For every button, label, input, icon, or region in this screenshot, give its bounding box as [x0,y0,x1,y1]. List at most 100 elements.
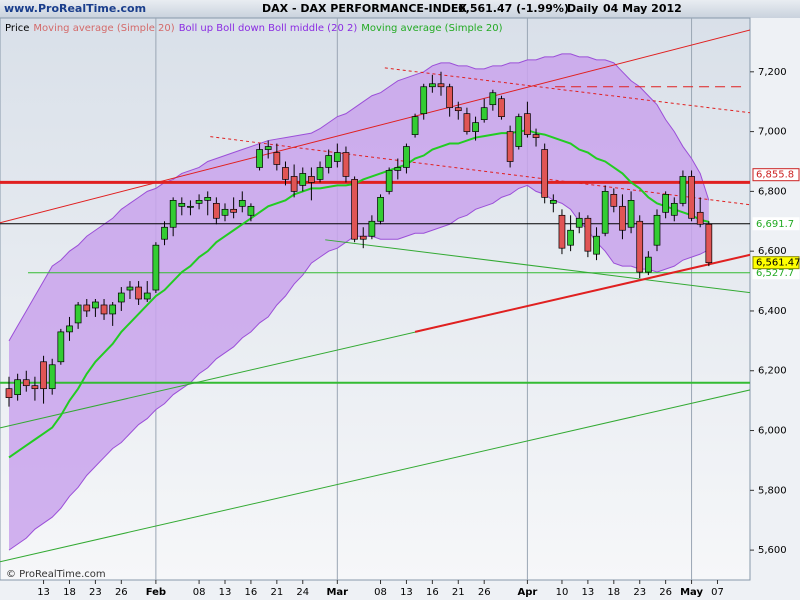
value-tag-label: 6,561.47 [756,258,800,269]
x-tick-label: 26 [478,587,491,598]
candle-body [705,223,713,264]
candle-body [126,286,134,291]
last-price: 6,561.47 (-1.99%) [458,2,569,15]
candle-body [152,244,160,291]
value-tag [752,256,800,270]
x-tick-label: Feb [146,587,166,598]
candle-body [420,86,428,115]
header-bar [0,0,800,18]
chart-title: DAX - DAX PERFORMANCE-INDEX [262,2,467,15]
candle-body [463,113,471,132]
candle-body [394,167,402,171]
x-tick-label: 23 [89,587,102,598]
candle-body [290,176,298,192]
x-tick-label: 21 [270,587,283,598]
candle-body [48,364,56,390]
candle-body [377,197,384,222]
candle-body [100,304,108,315]
x-tick-label: 24 [296,587,309,598]
candle-body [230,208,237,213]
candle-body [619,205,626,231]
candle-body [92,301,99,309]
candle-body [247,205,255,216]
candle-body [316,167,324,180]
trendline [0,389,750,563]
candle-body [221,208,229,216]
y-tick-label: 6,000 [758,426,787,437]
candle-body [541,149,549,198]
y-tick-label: 6,400 [758,306,787,317]
x-tick-label: 26 [115,587,128,598]
candle-body [187,205,194,208]
candle-body [532,134,540,138]
candle-body [472,122,479,132]
candle-body [204,197,212,201]
trendline [325,239,750,294]
candle-body [645,256,652,273]
candle-body [117,292,125,303]
candle-body [14,379,21,396]
candle-body [282,167,289,180]
x-tick-label: 10 [556,587,569,598]
candle-body [273,152,281,165]
x-tick-label: 26 [659,587,672,598]
candle-body [31,385,39,390]
y-tick-label: 5,600 [758,545,787,556]
period: Daily [567,2,598,15]
candle-body [351,179,358,240]
candle-body [679,176,687,204]
legend-entry: Moving average (Simple 20) [361,23,502,34]
x-tick-label: 08 [193,587,206,598]
value-tag-label: 6,691.7 [756,219,794,230]
candle-body [696,211,704,225]
candle-body [549,200,557,204]
candle-body [308,176,315,183]
candle-body [437,83,445,88]
candle-body [135,286,142,300]
candle-body [498,98,505,117]
x-tick-label: Apr [517,587,537,598]
candle-body [238,200,246,207]
moving-average [8,129,710,459]
candle-body [213,202,220,219]
candle-body [299,173,307,186]
candle-body [627,200,635,228]
x-tick-label: 21 [452,587,465,598]
candle-body [325,155,333,168]
candle-body [57,331,65,363]
candle-body [368,220,376,237]
candle-body [636,220,644,273]
candle-body [688,176,695,219]
x-tick-label: 13 [219,587,232,598]
candle-body [653,214,661,246]
value-tag-label: 6,855.8 [756,170,794,181]
candle-body [143,292,151,300]
candle-body [83,304,91,312]
band-lower [8,184,710,551]
x-tick-label: 08 [374,587,387,598]
x-tick-label: 07 [711,587,724,598]
value-tag [752,217,800,231]
candle-body [446,86,453,109]
legend-entry: Price [5,23,29,34]
x-tick-label: 16 [426,587,439,598]
date: 04 May 2012 [603,2,682,15]
candle-body [195,200,203,204]
candle-body [558,214,566,249]
trendline [210,136,750,206]
y-tick-label: 6,600 [758,246,787,257]
candle-body [74,304,82,324]
x-tick-label: 16 [245,587,258,598]
site: www.ProRealTime.com [4,2,146,15]
y-tick-label: 7,200 [758,67,787,78]
candle-body [515,116,523,147]
candle-body [342,152,350,177]
candle-body [662,194,669,213]
y-tick-label: 6,200 [758,366,787,377]
y-tick-label: 6,800 [758,186,787,197]
y-tick-label: 5,800 [758,485,787,496]
candle-body [264,146,272,150]
y-tick-label: 7,000 [758,127,787,138]
